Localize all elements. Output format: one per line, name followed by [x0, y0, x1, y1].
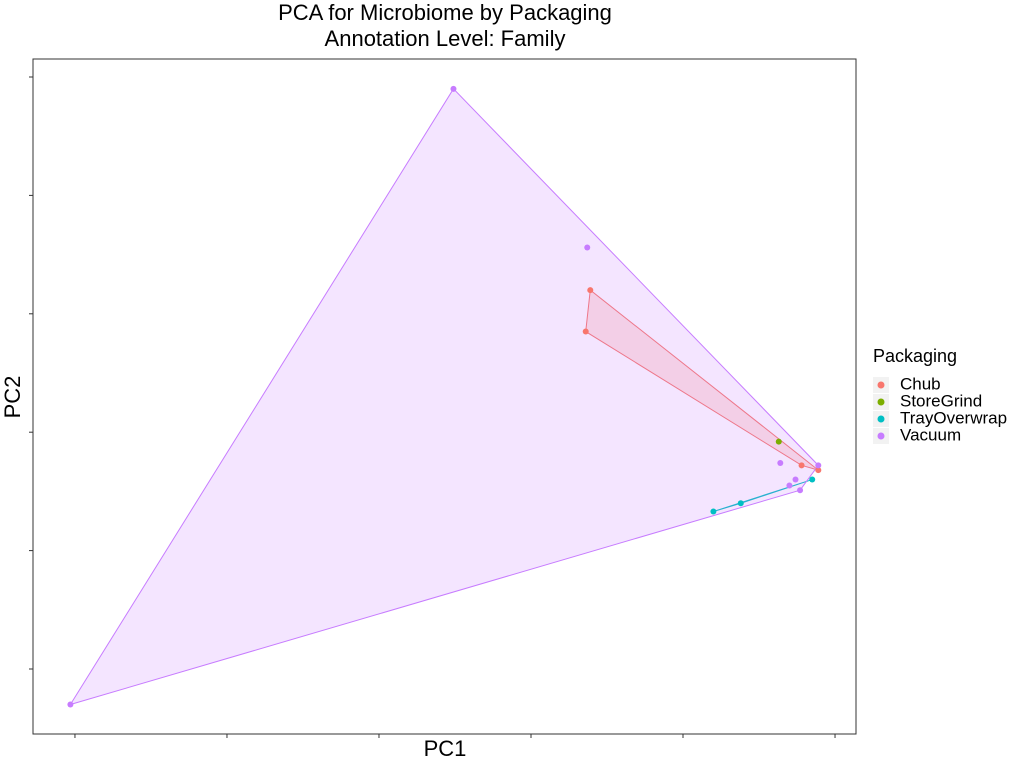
legend-marker: [877, 432, 885, 440]
x-axis-label: PC1: [424, 736, 467, 761]
legend-marker: [877, 415, 885, 423]
point: [786, 482, 793, 489]
point: [809, 476, 816, 483]
hull-layer: [69, 88, 819, 706]
chart-title: PCA for Microbiome by Packaging: [278, 0, 612, 25]
legend-title: Packaging: [873, 346, 957, 366]
point: [815, 462, 822, 469]
legend-marker: [877, 381, 885, 389]
point: [584, 244, 591, 251]
point: [815, 467, 822, 474]
hull: [69, 88, 819, 706]
point: [710, 508, 717, 515]
point: [797, 487, 804, 494]
point: [798, 462, 805, 469]
point: [67, 701, 74, 708]
y-axis-label: PC2: [0, 376, 25, 419]
point: [775, 438, 782, 445]
legend-label: Chub: [900, 374, 941, 393]
point: [582, 328, 589, 335]
point: [737, 500, 744, 507]
legend-marker: [877, 398, 885, 406]
legend-label: Vacuum: [900, 425, 961, 444]
point: [450, 85, 457, 92]
point: [587, 287, 594, 294]
chart-subtitle: Annotation Level: Family: [325, 26, 566, 51]
point: [792, 476, 799, 483]
legend-label: TrayOverwrap: [900, 408, 1007, 427]
point: [777, 459, 784, 466]
plot-border: [32, 58, 857, 735]
point-layer: [67, 85, 822, 708]
legend-label: StoreGrind: [900, 391, 982, 410]
